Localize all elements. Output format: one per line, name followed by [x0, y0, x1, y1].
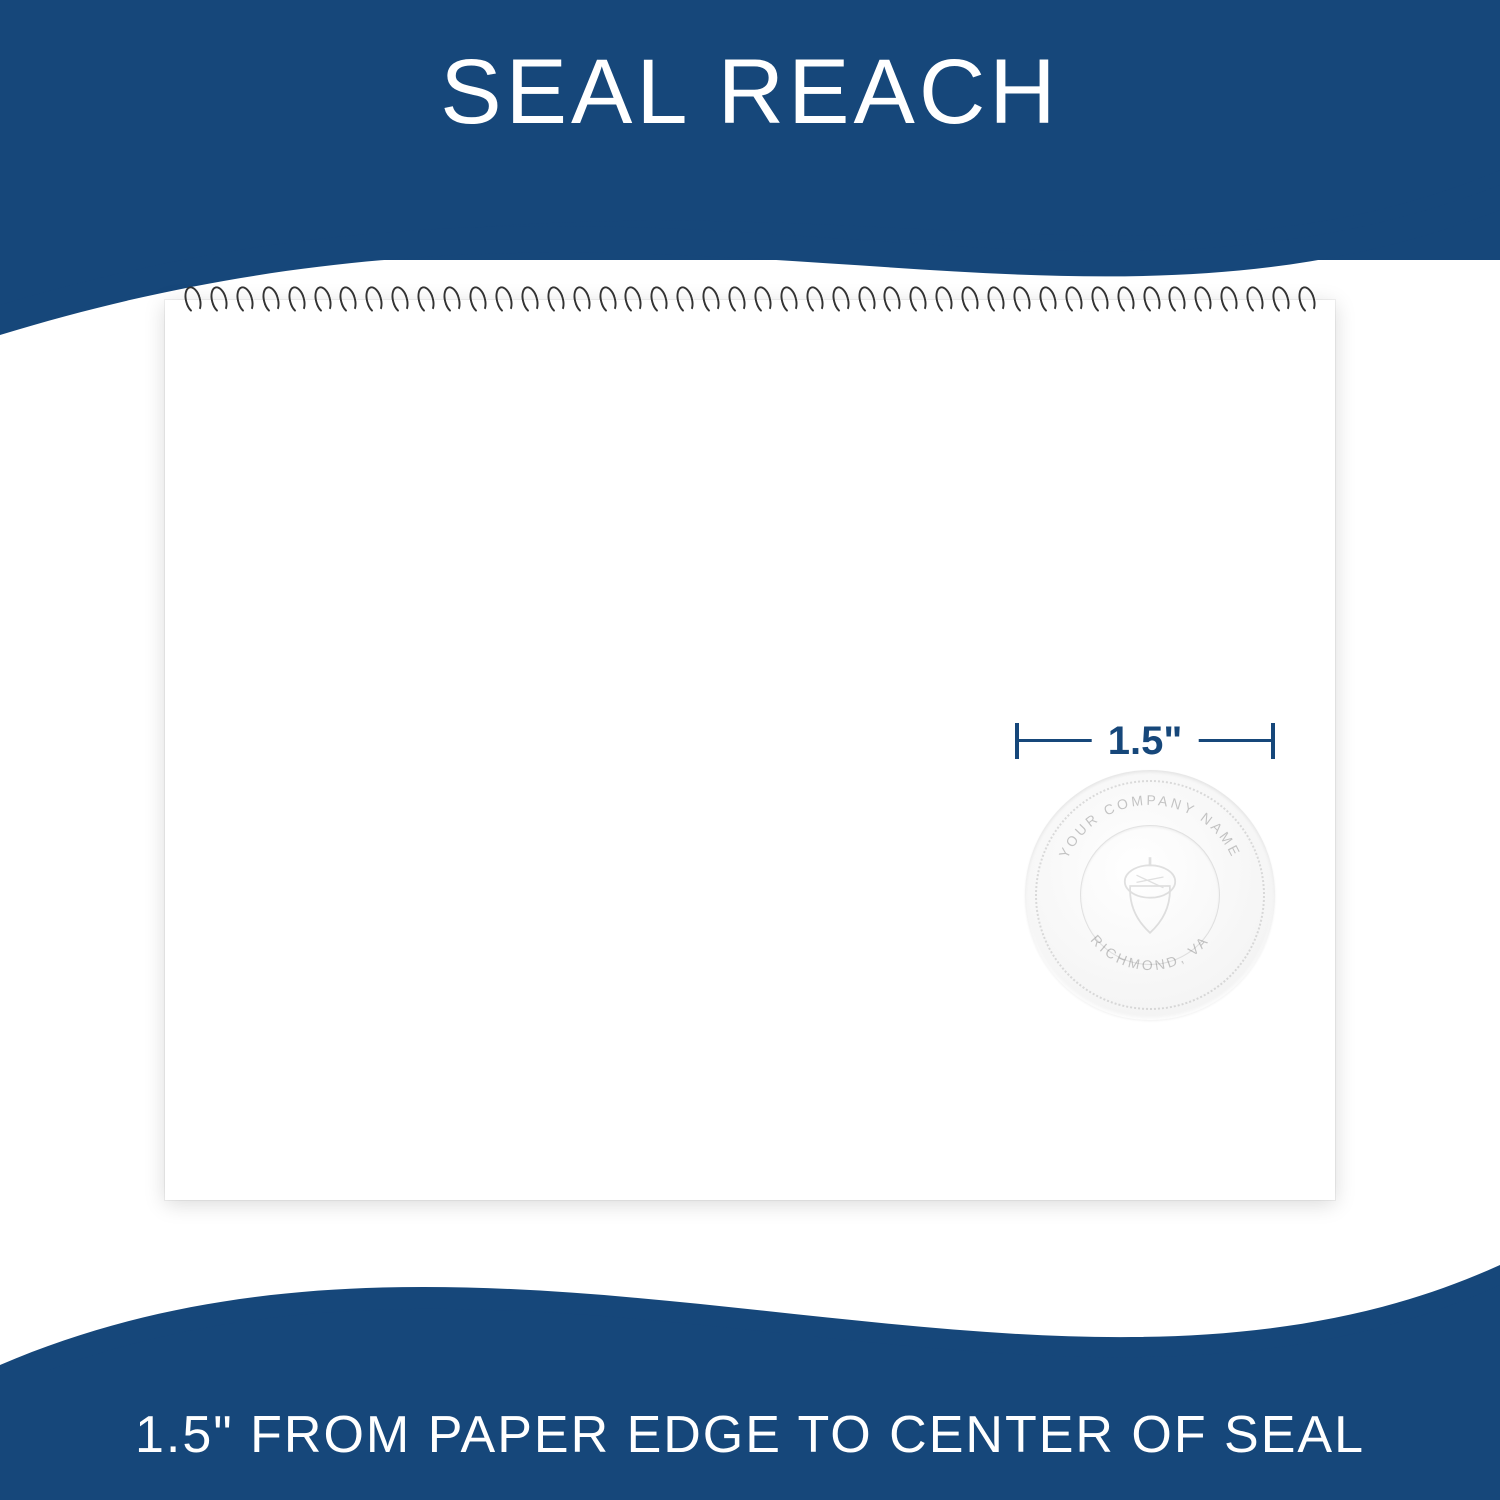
spiral-ring — [933, 284, 956, 315]
spiral-ring — [208, 284, 231, 315]
spiral-ring — [726, 284, 749, 315]
spiral-ring — [1244, 284, 1267, 315]
footer-band: 1.5" FROM PAPER EDGE TO CENTER OF SEAL — [0, 1370, 1500, 1500]
spiral-ring — [363, 284, 386, 315]
spiral-ring — [803, 284, 826, 315]
spiral-ring — [311, 284, 334, 315]
spiral-ring — [570, 284, 593, 315]
spiral-ring — [1140, 284, 1163, 315]
header-title: SEAL REACH — [0, 40, 1500, 145]
embossed-seal: YOUR COMPANY NAME RICHMOND, VA — [1025, 770, 1275, 1020]
spiral-ring — [182, 284, 205, 315]
acorn-icon — [1105, 850, 1195, 940]
spiral-ring — [648, 284, 671, 315]
spiral-binding — [185, 286, 1315, 316]
spiral-ring — [493, 284, 516, 315]
spiral-ring — [1037, 284, 1060, 315]
spiral-ring — [1166, 284, 1189, 315]
spiral-ring — [1114, 284, 1137, 315]
spiral-ring — [518, 284, 541, 315]
spiral-ring — [467, 284, 490, 315]
spiral-ring — [285, 284, 308, 315]
spiral-ring — [700, 284, 723, 315]
spiral-ring — [907, 284, 930, 315]
spiral-ring — [596, 284, 619, 315]
spiral-ring — [1192, 284, 1215, 315]
spiral-ring — [415, 284, 438, 315]
spiral-ring — [389, 284, 412, 315]
spiral-ring — [1062, 284, 1085, 315]
spiral-ring — [674, 284, 697, 315]
spiral-ring — [1218, 284, 1241, 315]
notepad-paper: 1.5" YOUR COMPANY NAME RICHMOND, VA — [165, 300, 1335, 1200]
spiral-ring — [441, 284, 464, 315]
measure-cap-right — [1271, 723, 1275, 759]
spiral-ring — [985, 284, 1008, 315]
spiral-ring — [1270, 284, 1293, 315]
spiral-ring — [233, 284, 256, 315]
spiral-ring — [829, 284, 852, 315]
spiral-ring — [1296, 284, 1319, 315]
spiral-ring — [881, 284, 904, 315]
spiral-ring — [1088, 284, 1111, 315]
measurement-indicator: 1.5" — [1015, 715, 1275, 765]
spiral-ring — [777, 284, 800, 315]
spiral-ring — [752, 284, 775, 315]
spiral-ring — [855, 284, 878, 315]
spiral-ring — [959, 284, 982, 315]
spiral-ring — [622, 284, 645, 315]
spiral-ring — [259, 284, 282, 315]
spiral-ring — [337, 284, 360, 315]
measure-label: 1.5" — [1092, 719, 1199, 764]
spiral-ring — [544, 284, 567, 315]
spiral-ring — [1011, 284, 1034, 315]
footer-text: 1.5" FROM PAPER EDGE TO CENTER OF SEAL — [135, 1405, 1365, 1465]
